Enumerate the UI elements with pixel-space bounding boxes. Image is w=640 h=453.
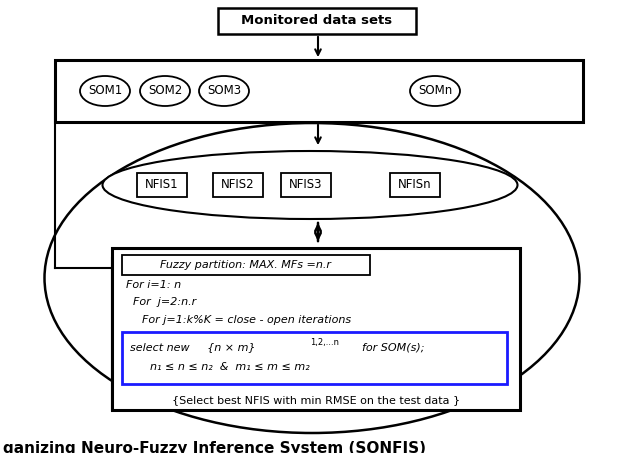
Bar: [137, 173, 187, 197]
Ellipse shape: [102, 151, 518, 219]
Ellipse shape: [410, 76, 460, 106]
Bar: [281, 173, 331, 197]
Bar: [55, 60, 583, 122]
Text: {Select best NFIS with min RMSE on the test data }: {Select best NFIS with min RMSE on the t…: [172, 395, 460, 405]
Text: ganizing Neuro-Fuzzy Inference System (SONFIS): ganizing Neuro-Fuzzy Inference System (S…: [3, 440, 426, 453]
Text: For  j=2:n.r: For j=2:n.r: [133, 297, 196, 307]
Ellipse shape: [199, 76, 249, 106]
Text: Monitored data sets: Monitored data sets: [241, 14, 392, 28]
Text: Fuzzy partition: MAX. MFs =n.r: Fuzzy partition: MAX. MFs =n.r: [161, 260, 332, 270]
Bar: [122, 255, 370, 275]
Text: NFIS3: NFIS3: [289, 178, 323, 192]
Text: NFIS2: NFIS2: [221, 178, 255, 192]
Text: NFIS1: NFIS1: [145, 178, 179, 192]
Bar: [218, 8, 416, 34]
Text: select new     {n × m}: select new {n × m}: [130, 342, 255, 352]
Bar: [112, 248, 520, 410]
Text: NFISn: NFISn: [398, 178, 432, 192]
Ellipse shape: [140, 76, 190, 106]
Text: SOM3: SOM3: [207, 85, 241, 97]
Text: for SOM(s);: for SOM(s);: [355, 342, 424, 352]
Text: For i=1: n: For i=1: n: [126, 280, 181, 290]
Ellipse shape: [80, 76, 130, 106]
Text: SOM1: SOM1: [88, 85, 122, 97]
Text: 1,2,...n: 1,2,...n: [310, 338, 339, 347]
Bar: [390, 173, 440, 197]
Text: SOMn: SOMn: [418, 85, 452, 97]
Text: For j=1:k%K = close - open iterations: For j=1:k%K = close - open iterations: [142, 315, 351, 325]
Text: SOM2: SOM2: [148, 85, 182, 97]
Bar: [122, 332, 507, 384]
Ellipse shape: [45, 123, 579, 433]
Text: n₁ ≤ n ≤ n₂  &  m₁ ≤ m ≤ m₂: n₁ ≤ n ≤ n₂ & m₁ ≤ m ≤ m₂: [150, 362, 310, 372]
Bar: [213, 173, 263, 197]
